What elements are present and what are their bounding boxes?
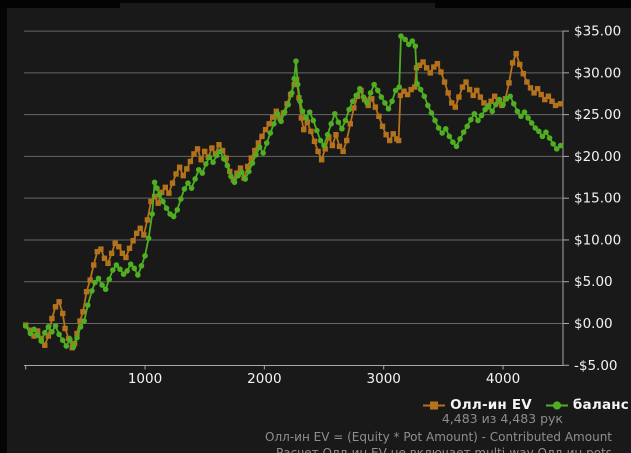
svg-text:$10.00: $10.00	[574, 232, 621, 248]
svg-text:4000: 4000	[486, 371, 520, 387]
svg-text:$35.00: $35.00	[574, 24, 621, 40]
svg-text:1000: 1000	[128, 371, 162, 387]
allin-ev-marker-icon	[423, 401, 446, 409]
svg-text:$0.00: $0.00	[574, 316, 613, 332]
svg-text:$15.00: $15.00	[574, 191, 621, 207]
allin-ev-formula-note: Олл-ин EV = (Equity * Pot Amount) - Cont…	[265, 430, 612, 444]
balance-marker-icon	[545, 400, 568, 410]
svg-text:3000: 3000	[367, 371, 401, 387]
svg-text:$25.00: $25.00	[574, 107, 621, 123]
legend-item-allin-ev[interactable]: Олл-ин EV	[423, 397, 532, 413]
chart-legend: Олл-ин EV баланс	[423, 397, 629, 413]
legend-label-allin-ev: Олл-ин EV	[450, 397, 532, 413]
graph-panel-background	[7, 3, 631, 453]
svg-text:$30.00: $30.00	[574, 65, 621, 81]
legend-label-balance: баланс	[572, 397, 629, 413]
hand-count-label: 4,483 из 4,483 рук	[441, 411, 563, 426]
window-border-top-right	[435, 0, 631, 8]
allin-ev-disclaimer-note: Расчет Олл-ин EV не включает multi-way О…	[276, 446, 612, 453]
legend-item-balance[interactable]: баланс	[545, 397, 629, 413]
svg-text:$5.00: $5.00	[574, 274, 613, 290]
svg-text:-$5.00: -$5.00	[574, 358, 618, 374]
svg-text:2000: 2000	[247, 371, 281, 387]
window-border-top-left	[0, 0, 120, 8]
svg-text:$20.00: $20.00	[574, 149, 621, 165]
